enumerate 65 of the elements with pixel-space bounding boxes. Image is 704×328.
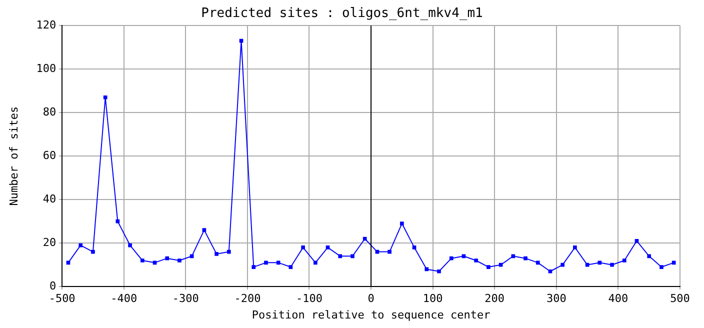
- point: [462, 254, 466, 258]
- point: [412, 246, 416, 250]
- point: [511, 254, 516, 258]
- y-tick-label: 120: [36, 18, 56, 32]
- point: [78, 243, 83, 248]
- point: [437, 269, 441, 274]
- point: [660, 265, 664, 269]
- x-tick-label: -300: [172, 292, 199, 306]
- y-tick-label: 100: [36, 62, 56, 75]
- x-tick-label: -200: [234, 292, 261, 306]
- y-tick-label: 40: [42, 192, 56, 206]
- point: [486, 265, 490, 269]
- point: [214, 252, 218, 256]
- x-tick-label: -100: [296, 292, 322, 306]
- point: [314, 260, 318, 265]
- x-axis-title: Position relative to sequence center: [252, 308, 491, 322]
- point: [128, 243, 132, 248]
- point: [140, 258, 144, 262]
- point: [116, 219, 120, 224]
- point: [190, 254, 194, 258]
- point: [362, 236, 367, 241]
- point: [548, 269, 552, 274]
- y-tick-label: 20: [42, 236, 56, 249]
- y-tick-label: 80: [42, 105, 56, 118]
- x-tick-label: -500: [48, 292, 76, 306]
- point: [202, 228, 206, 232]
- point: [91, 250, 95, 254]
- y-tick-label: 60: [42, 148, 56, 162]
- point: [474, 258, 478, 262]
- point: [400, 222, 404, 226]
- point: [338, 254, 342, 258]
- point: [350, 254, 354, 258]
- point: [585, 262, 590, 267]
- point: [560, 262, 565, 267]
- point: [165, 256, 170, 260]
- x-tick-label: 500: [670, 292, 690, 306]
- point: [178, 258, 182, 262]
- x-tick-label: -400: [110, 292, 138, 306]
- x-tick-label: 300: [546, 292, 566, 306]
- point: [301, 246, 305, 250]
- x-tick-label: 100: [422, 292, 443, 306]
- point: [103, 95, 108, 100]
- point: [264, 260, 268, 265]
- point: [449, 256, 454, 260]
- point: [388, 250, 392, 254]
- point: [226, 250, 231, 254]
- point: [573, 246, 577, 250]
- y-tick-label: 0: [49, 279, 56, 292]
- chart-title: Predicted sites : oligos_6nt_mkv4_m1: [201, 6, 483, 22]
- point: [634, 239, 639, 243]
- y-axis-title: Number of sites: [7, 106, 20, 206]
- point: [276, 260, 280, 265]
- point: [326, 246, 330, 250]
- point: [424, 267, 429, 272]
- x-tick-label: 0: [368, 292, 374, 306]
- point: [524, 256, 528, 260]
- point: [647, 254, 652, 258]
- x-tick-label: 200: [484, 292, 505, 306]
- point: [288, 265, 293, 269]
- x-tick-label: 400: [608, 292, 628, 306]
- point: [498, 262, 503, 267]
- point: [536, 260, 540, 265]
- point: [610, 262, 614, 267]
- point: [252, 265, 256, 269]
- point: [622, 258, 626, 262]
